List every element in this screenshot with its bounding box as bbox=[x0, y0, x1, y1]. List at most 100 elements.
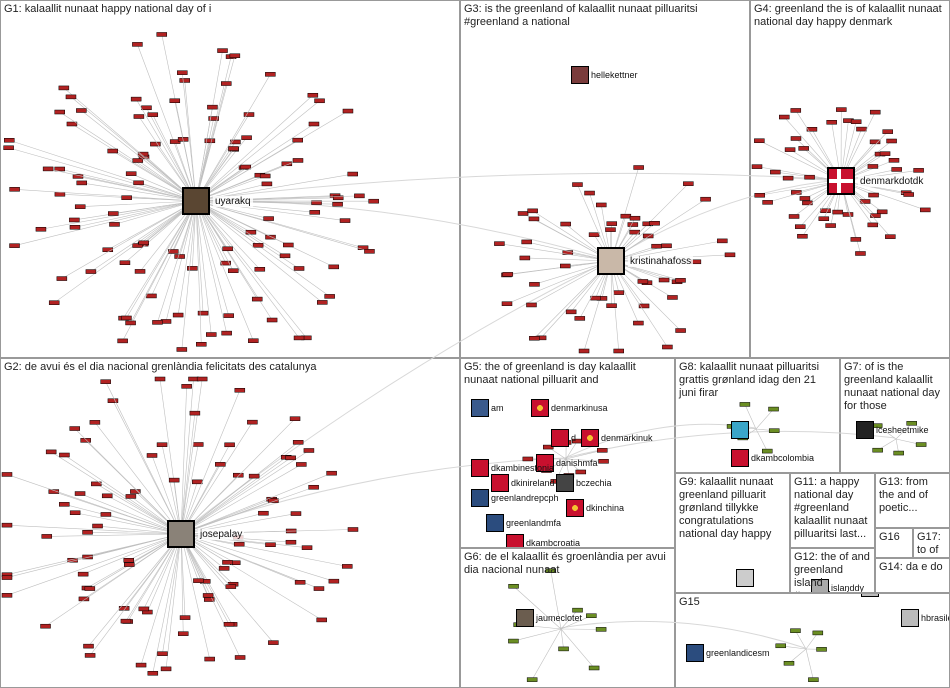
leaf-node[interactable] bbox=[503, 272, 513, 276]
leaf-node[interactable] bbox=[791, 108, 801, 112]
leaf-node[interactable] bbox=[329, 579, 339, 583]
leaf-node[interactable] bbox=[46, 450, 56, 454]
leaf-node[interactable] bbox=[135, 269, 145, 273]
leaf-node[interactable] bbox=[223, 247, 233, 251]
leaf-node[interactable] bbox=[42, 534, 52, 538]
leaf-node[interactable] bbox=[76, 109, 86, 113]
leaf-node[interactable] bbox=[90, 420, 100, 424]
leaf-node[interactable] bbox=[769, 407, 779, 411]
leaf-node[interactable] bbox=[108, 399, 118, 403]
leaf-node[interactable] bbox=[348, 172, 358, 176]
leaf-node[interactable] bbox=[597, 448, 607, 452]
leaf-node[interactable] bbox=[126, 321, 136, 325]
leaf-node[interactable] bbox=[633, 321, 643, 325]
mini-hub-node[interactable]: am bbox=[471, 399, 504, 417]
leaf-node[interactable] bbox=[740, 402, 750, 406]
leaf-node[interactable] bbox=[628, 223, 638, 227]
leaf-node[interactable] bbox=[785, 148, 795, 152]
leaf-node[interactable] bbox=[294, 336, 304, 340]
leaf-node[interactable] bbox=[579, 349, 589, 353]
leaf-node[interactable] bbox=[885, 235, 895, 239]
leaf-node[interactable] bbox=[585, 191, 595, 195]
leaf-node[interactable] bbox=[59, 86, 69, 90]
hub-node[interactable]: josepalay bbox=[167, 520, 244, 548]
leaf-node[interactable] bbox=[614, 291, 624, 295]
leaf-node[interactable] bbox=[41, 624, 51, 628]
leaf-node[interactable] bbox=[131, 97, 141, 101]
leaf-node[interactable] bbox=[309, 122, 319, 126]
leaf-node[interactable] bbox=[146, 294, 156, 298]
leaf-node[interactable] bbox=[776, 644, 786, 648]
leaf-node[interactable] bbox=[821, 209, 831, 213]
leaf-node[interactable] bbox=[85, 587, 95, 591]
mini-hub-node[interactable]: dkambcroatia bbox=[506, 534, 580, 548]
mini-hub-node[interactable]: greenlandrepcph bbox=[471, 489, 559, 507]
leaf-node[interactable] bbox=[124, 558, 134, 562]
leaf-node[interactable] bbox=[286, 456, 296, 460]
leaf-node[interactable] bbox=[520, 256, 530, 260]
leaf-node[interactable] bbox=[509, 584, 519, 588]
leaf-node[interactable] bbox=[294, 266, 304, 270]
leaf-node[interactable] bbox=[150, 142, 160, 146]
leaf-node[interactable] bbox=[132, 42, 142, 46]
leaf-node[interactable] bbox=[219, 566, 229, 570]
leaf-node[interactable] bbox=[770, 170, 780, 174]
leaf-node[interactable] bbox=[224, 314, 234, 318]
leaf-node[interactable] bbox=[333, 202, 343, 206]
leaf-node[interactable] bbox=[148, 671, 158, 675]
leaf-node[interactable] bbox=[683, 182, 693, 186]
leaf-node[interactable] bbox=[66, 95, 76, 99]
leaf-node[interactable] bbox=[141, 106, 151, 110]
leaf-node[interactable] bbox=[4, 138, 14, 142]
leaf-node[interactable] bbox=[291, 512, 301, 516]
leaf-node[interactable] bbox=[108, 212, 118, 216]
leaf-node[interactable] bbox=[676, 329, 686, 333]
leaf-node[interactable] bbox=[293, 440, 303, 444]
leaf-node[interactable] bbox=[791, 136, 801, 140]
leaf-node[interactable] bbox=[242, 136, 252, 140]
leaf-node[interactable] bbox=[282, 162, 292, 166]
leaf-node[interactable] bbox=[868, 223, 878, 227]
leaf-node[interactable] bbox=[559, 647, 569, 651]
leaf-node[interactable] bbox=[120, 261, 130, 265]
sub-hub-node[interactable]: hellekettner bbox=[571, 66, 638, 84]
leaf-node[interactable] bbox=[894, 451, 904, 455]
leaf-node[interactable] bbox=[108, 149, 118, 153]
leaf-node[interactable] bbox=[252, 297, 262, 301]
leaf-node[interactable] bbox=[170, 99, 180, 103]
leaf-node[interactable] bbox=[889, 158, 899, 162]
leaf-node[interactable] bbox=[856, 127, 866, 131]
leaf-node[interactable] bbox=[43, 167, 53, 171]
leaf-node[interactable] bbox=[101, 512, 111, 516]
mini-hub-node[interactable]: greenlandicesm bbox=[686, 644, 770, 662]
leaf-node[interactable] bbox=[561, 222, 571, 226]
mini-hub-node[interactable]: denmarkinuk bbox=[581, 429, 653, 447]
leaf-node[interactable] bbox=[187, 266, 197, 270]
leaf-node[interactable] bbox=[800, 196, 810, 200]
leaf-node[interactable] bbox=[286, 540, 296, 544]
leaf-node[interactable] bbox=[101, 380, 111, 384]
mini-hub-node[interactable]: bczechia bbox=[556, 474, 612, 492]
leaf-node[interactable] bbox=[126, 494, 136, 498]
leaf-node[interactable] bbox=[118, 339, 128, 343]
leaf-node[interactable] bbox=[175, 254, 185, 258]
leaf-node[interactable] bbox=[315, 99, 325, 103]
leaf-node[interactable] bbox=[354, 194, 364, 198]
leaf-node[interactable] bbox=[177, 347, 187, 351]
leaf-node[interactable] bbox=[10, 244, 20, 248]
mini-hub-node[interactable]: dkambcolombia bbox=[731, 449, 814, 467]
leaf-node[interactable] bbox=[827, 120, 837, 124]
leaf-node[interactable] bbox=[157, 652, 167, 656]
leaf-node[interactable] bbox=[134, 181, 144, 185]
leaf-node[interactable] bbox=[121, 619, 131, 623]
leaf-node[interactable] bbox=[826, 224, 836, 228]
leaf-node[interactable] bbox=[302, 546, 312, 550]
leaf-node[interactable] bbox=[248, 339, 258, 343]
leaf-node[interactable] bbox=[85, 653, 95, 657]
leaf-node[interactable] bbox=[342, 564, 352, 568]
leaf-node[interactable] bbox=[572, 183, 582, 187]
leaf-node[interactable] bbox=[621, 214, 631, 218]
leaf-node[interactable] bbox=[2, 576, 12, 580]
leaf-node[interactable] bbox=[161, 667, 171, 671]
leaf-node[interactable] bbox=[121, 316, 131, 320]
